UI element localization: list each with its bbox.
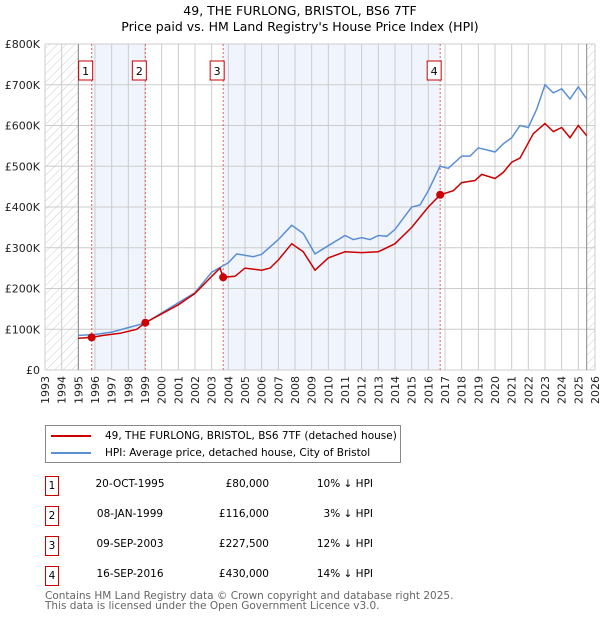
x-tick-label: 2021	[506, 376, 519, 404]
sale-date: 08-JAN-1999	[96, 508, 164, 520]
x-tick-label: 2001	[172, 376, 185, 404]
x-tick-label: 1998	[122, 376, 135, 404]
x-tick-label: 2012	[356, 376, 369, 404]
x-tick-label: 2000	[156, 376, 169, 404]
y-tick-label: £300K	[5, 242, 41, 255]
sale-price: £430,000	[218, 568, 269, 580]
sale-number: 1	[45, 476, 59, 496]
legend-item-hpi: HPI: Average price, detached house, City…	[46, 445, 370, 461]
sale-row: 1 20-OCT-1995 £80,000 10% ↓ HPI	[45, 476, 405, 496]
sale-price: £116,000	[218, 508, 269, 520]
y-tick-label: £800K	[5, 38, 41, 51]
x-tick-label: 1993	[39, 376, 52, 404]
sale-hpi-diff: 12% ↓ HPI	[316, 538, 373, 550]
x-tick-label: 2024	[556, 376, 569, 404]
sale-point	[219, 273, 228, 282]
x-tick-label: 2017	[439, 376, 452, 404]
x-tick-label: 2020	[489, 376, 502, 404]
blue-line-icon	[51, 452, 91, 454]
x-tick-label: 2006	[256, 376, 269, 404]
sale-number: 4	[45, 566, 59, 586]
x-tick-label: 2004	[222, 376, 235, 404]
sale-date: 16-SEP-2016	[96, 568, 164, 580]
legend-label: 49, THE FURLONG, BRISTOL, BS6 7TF (detac…	[105, 430, 397, 442]
y-tick-label: £100K	[5, 323, 41, 336]
x-tick-label: 2007	[272, 376, 285, 404]
chart-subtitle: Price paid vs. HM Land Registry's House …	[121, 19, 479, 34]
legend: 49, THE FURLONG, BRISTOL, BS6 7TF (detac…	[45, 425, 401, 463]
sale-date: 09-SEP-2003	[96, 538, 164, 550]
x-tick-label: 2011	[339, 376, 352, 404]
sale-label-number: 2	[136, 65, 143, 78]
sale-label-box: 2	[131, 60, 147, 81]
sale-hpi-diff: 10% ↓ HPI	[316, 478, 373, 490]
y-tick-label: £200K	[5, 283, 41, 296]
sale-price: £80,000	[225, 478, 269, 490]
red-line-icon	[51, 435, 91, 437]
sale-date: 20-OCT-1995	[95, 478, 165, 490]
sale-label-number: 1	[82, 65, 89, 78]
sale-price: £227,500	[218, 538, 269, 550]
sale-label-box: 1	[78, 60, 94, 81]
sale-hpi-diff: 14% ↓ HPI	[316, 568, 373, 580]
x-tick-label: 2023	[539, 376, 552, 404]
price-chart: 1993 1994 1995 1996 1997 1998 1999 2000 2001 2002…	[5, 38, 600, 404]
x-tick-label: 2013	[372, 376, 385, 404]
sale-number: 2	[45, 506, 59, 526]
sale-row: 4 16-SEP-2016 £430,000 14% ↓ HPI	[45, 566, 405, 586]
sale-hpi-diff: 3% ↓ HPI	[323, 508, 373, 520]
y-tick-label: £600K	[5, 120, 41, 133]
sale-point	[87, 333, 96, 342]
hpi-line	[78, 83, 588, 337]
legend-item-property: 49, THE FURLONG, BRISTOL, BS6 7TF (detac…	[46, 428, 397, 444]
sale-label-number: 4	[431, 65, 438, 78]
x-tick-label: 1996	[89, 376, 102, 404]
x-tick-label: 2014	[389, 376, 402, 404]
x-tick-label: 2019	[472, 376, 485, 404]
y-tick-label: £700K	[5, 79, 41, 92]
x-tick-label: 2015	[406, 376, 419, 404]
footer-copyright: Contains HM Land Registry data © Crown c…	[45, 590, 454, 602]
x-tick-label: 2026	[589, 376, 600, 404]
sale-label-border	[209, 60, 225, 81]
sale-label-box: 3	[209, 60, 225, 81]
sale-label-box: 4	[426, 60, 442, 81]
y-tick-label: £0	[26, 364, 40, 377]
x-tick-label: 1994	[56, 376, 69, 404]
x-tick-label: 2009	[306, 376, 319, 404]
sale-row: 3 09-SEP-2003 £227,500 12% ↓ HPI	[45, 536, 405, 556]
x-tick-label: 2008	[289, 376, 302, 404]
x-tick-label: 2010	[322, 376, 335, 404]
x-tick-label: 2002	[189, 376, 202, 404]
sale-label-border	[78, 60, 94, 81]
sale-row: 2 08-JAN-1999 £116,000 3% ↓ HPI	[45, 506, 405, 526]
sale-number: 3	[45, 536, 59, 556]
y-tick-label: £400K	[5, 201, 41, 214]
x-tick-label: 2003	[206, 376, 219, 404]
sale-label-border	[426, 60, 442, 81]
sale-label-number: 3	[214, 65, 221, 78]
x-tick-label: 2005	[239, 376, 252, 404]
legend-label: HPI: Average price, detached house, City…	[105, 447, 371, 459]
x-tick-label: 1995	[72, 376, 85, 404]
x-tick-label: 1997	[106, 376, 119, 404]
x-tick-label: 2016	[422, 376, 435, 404]
sale-point	[436, 190, 445, 199]
x-tick-label: 1999	[139, 376, 152, 404]
x-tick-label: 2018	[456, 376, 469, 404]
x-tick-label: 2025	[572, 376, 585, 404]
y-tick-label: £500K	[5, 160, 41, 173]
chart-title: 49, THE FURLONG, BRISTOL, BS6 7TF	[183, 3, 417, 18]
x-tick-label: 2022	[522, 376, 535, 404]
sale-point	[141, 318, 150, 327]
sale-label-border	[131, 60, 147, 81]
footer-licence: This data is licensed under the Open Gov…	[45, 600, 380, 612]
property-price-line	[78, 122, 588, 339]
